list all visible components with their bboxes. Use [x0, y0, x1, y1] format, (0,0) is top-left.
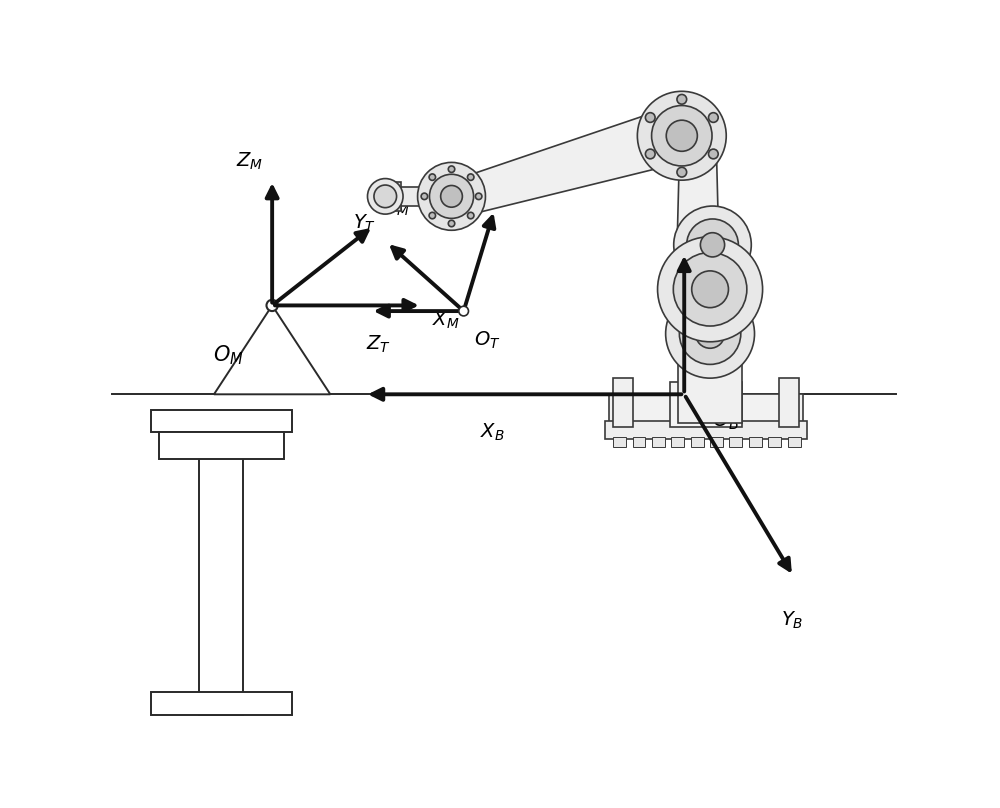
Circle shape: [429, 174, 436, 180]
Bar: [151, 692, 292, 715]
Bar: [399, 187, 452, 206]
Polygon shape: [466, 113, 664, 214]
Text: $Z_M$: $Z_M$: [236, 151, 263, 172]
Bar: [779, 378, 799, 427]
Text: $Z_T$: $Z_T$: [366, 334, 391, 355]
Bar: [613, 437, 626, 447]
Bar: [159, 432, 284, 459]
Bar: [199, 432, 243, 715]
Text: $O_T$: $O_T$: [474, 330, 501, 351]
Polygon shape: [654, 136, 722, 140]
Bar: [691, 437, 704, 447]
Circle shape: [692, 271, 728, 308]
Circle shape: [677, 167, 687, 177]
Text: $O_B$: $O_B$: [712, 408, 739, 431]
Circle shape: [429, 213, 436, 219]
Bar: [633, 437, 645, 447]
Circle shape: [679, 303, 741, 364]
Text: $X_T$: $X_T$: [504, 179, 529, 200]
Circle shape: [652, 106, 712, 166]
Circle shape: [429, 175, 474, 218]
Bar: [768, 437, 781, 447]
Circle shape: [637, 91, 726, 180]
Bar: [670, 382, 742, 427]
Circle shape: [448, 166, 455, 172]
Circle shape: [374, 185, 397, 208]
Bar: [151, 410, 292, 432]
Circle shape: [421, 193, 428, 200]
Circle shape: [645, 149, 655, 159]
Polygon shape: [214, 305, 330, 394]
Text: $Z_B$: $Z_B$: [696, 224, 721, 245]
Circle shape: [467, 213, 474, 219]
Circle shape: [418, 162, 485, 230]
Bar: [749, 437, 762, 447]
Bar: [613, 378, 633, 427]
Circle shape: [709, 112, 718, 122]
Text: $Y_B$: $Y_B$: [781, 610, 804, 631]
Circle shape: [696, 319, 725, 348]
Circle shape: [700, 233, 725, 257]
Circle shape: [448, 221, 455, 227]
Bar: [609, 394, 803, 423]
Circle shape: [467, 174, 474, 180]
Circle shape: [658, 237, 763, 342]
Circle shape: [666, 289, 755, 378]
Circle shape: [266, 300, 278, 311]
Bar: [605, 421, 807, 439]
Bar: [652, 437, 665, 447]
Text: $Y_M$: $Y_M$: [385, 197, 411, 218]
Bar: [729, 437, 742, 447]
Bar: [678, 342, 742, 423]
Circle shape: [367, 179, 403, 214]
Polygon shape: [676, 140, 720, 297]
Bar: [710, 437, 723, 447]
Circle shape: [441, 186, 462, 207]
Text: $X_M$: $X_M$: [432, 309, 460, 330]
Circle shape: [666, 120, 697, 151]
Circle shape: [645, 112, 655, 122]
Circle shape: [475, 193, 482, 200]
Bar: [671, 437, 684, 447]
Text: $Y_T$: $Y_T$: [353, 213, 376, 234]
Text: $X_B$: $X_B$: [480, 422, 504, 443]
Circle shape: [687, 219, 738, 271]
Circle shape: [459, 306, 468, 316]
Circle shape: [673, 253, 747, 326]
Circle shape: [709, 149, 718, 159]
Bar: [391, 182, 401, 211]
Text: $O_M$: $O_M$: [213, 343, 244, 367]
Circle shape: [674, 206, 751, 284]
Bar: [788, 437, 801, 447]
Circle shape: [677, 95, 687, 104]
